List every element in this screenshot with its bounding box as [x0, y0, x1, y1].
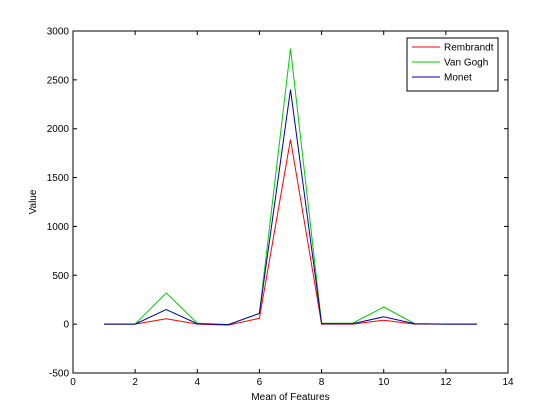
legend-entry: Rembrandt — [444, 43, 494, 54]
x-tick-label: 6 — [257, 377, 263, 388]
y-axis-label: Value — [28, 189, 39, 214]
y-tick-label: 500 — [52, 271, 69, 282]
x-tick-label: 14 — [502, 377, 514, 388]
y-tick-label: 3000 — [47, 27, 70, 38]
y-tick-label: -500 — [49, 369, 69, 380]
y-tick-label: 2500 — [47, 75, 70, 86]
x-tick-label: 0 — [70, 377, 76, 388]
legend: Rembrandt Van Gogh Monet — [406, 37, 499, 92]
series-lines — [104, 48, 477, 326]
x-tick-label: 12 — [440, 377, 452, 388]
legend-entry: Monet — [444, 73, 472, 84]
y-tick-label: 2000 — [47, 124, 70, 135]
x-tick-label: 4 — [195, 377, 201, 388]
y-tick-label: 1000 — [47, 222, 70, 233]
x-tick-label: 10 — [378, 377, 390, 388]
y-tick-label: 0 — [63, 320, 69, 331]
y-tick-label: 1500 — [47, 173, 70, 184]
x-axis-label: Mean of Features — [251, 392, 329, 403]
legend-entry: Van Gogh — [444, 58, 488, 69]
x-tick-label: 2 — [132, 377, 138, 388]
series-line-monet — [104, 89, 477, 326]
x-tick-label: 8 — [319, 377, 325, 388]
